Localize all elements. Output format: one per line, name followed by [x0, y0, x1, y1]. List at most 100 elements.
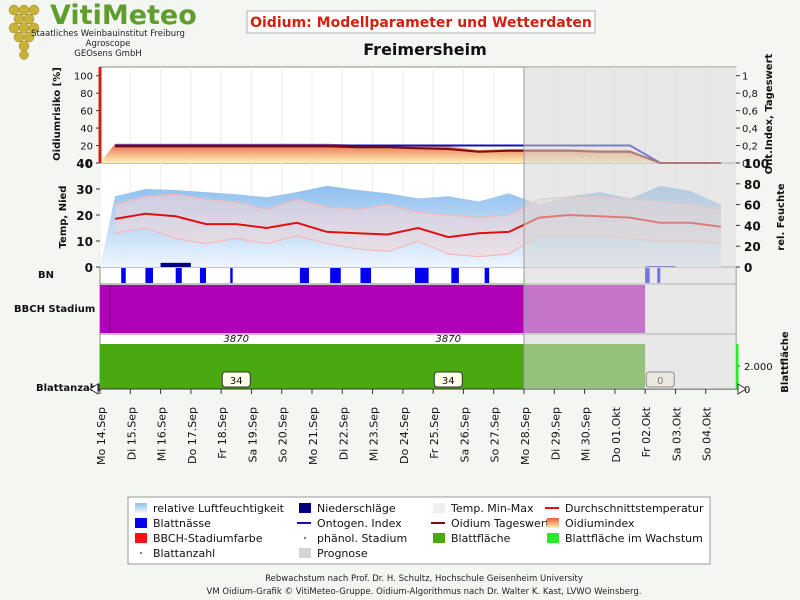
weather-left-tick-label: 0: [85, 261, 93, 275]
x-tick-label: Di 15.Sep: [125, 407, 138, 460]
scroll-left-icon[interactable]: [89, 383, 99, 395]
leaf-wetness-mark: [175, 268, 182, 283]
legend-label: relative Luftfeuchtigkeit: [153, 502, 285, 515]
legend-label: Blattfläche im Wachstum: [565, 532, 703, 545]
x-axis: Mo 14.Sep Di 15.Sep Mi 16.Sep Do 17.Sep Fr 1…: [89, 383, 747, 465]
legend-swatch: [433, 503, 445, 513]
legend-swatch: [547, 518, 559, 528]
legend-swatch: [135, 533, 147, 543]
legend-item: BBCH-Stadiumfarbe: [135, 532, 263, 545]
logo: VitiMeteo Staatliches Weinbauinstitut Fr…: [8, 0, 197, 60]
brand-name: VitiMeteo: [50, 0, 197, 31]
legend-label: Niederschläge: [317, 502, 396, 515]
legend-swatch: [299, 548, 311, 558]
weather-left-tick-label: 20: [76, 209, 93, 223]
leaf-wetness-mark: [230, 268, 233, 283]
legend-item: Temp. Min-Max: [433, 502, 534, 515]
oidium-right-tick-label: 0,4: [742, 124, 758, 135]
leaf-wetness-mark: [330, 268, 341, 283]
weather-ylabel-right: rel. Feuchte: [776, 183, 787, 251]
x-tick-label: Di 29.Sep: [549, 407, 562, 460]
x-tick-label: So 27.Sep: [489, 407, 502, 462]
leaf-area-ylabel: Blattfläche: [780, 331, 791, 393]
x-tick-label: Fr 18.Sep: [216, 407, 229, 459]
leaf-area-tick-label: 2.000: [744, 362, 773, 373]
oidium-right-tick-label: 1: [742, 72, 748, 83]
legend-swatch: [304, 537, 306, 539]
x-tick-label: Fr 25.Sep: [428, 407, 441, 459]
leaf-area-value-label: 3870: [436, 334, 461, 345]
legend-swatch: [135, 518, 147, 528]
x-tick-label: Mi 23.Sep: [368, 407, 381, 461]
legend-label: phänol. Stadium: [317, 532, 407, 545]
oidium-ylabel-right: Ont.Index, Tageswert: [764, 53, 775, 174]
x-tick-label: Do 17.Sep: [186, 407, 199, 464]
leaf-count-label: Blattanzahl: [36, 383, 100, 394]
oidium-left-tick-label: 80: [80, 89, 93, 100]
leaf-wetness-mark: [360, 268, 372, 283]
weather-left-tick-label: 30: [76, 183, 93, 197]
legend-item: Niederschläge: [299, 502, 396, 515]
weather-right-tick-label: 80: [744, 178, 761, 192]
legend-swatch: [140, 552, 142, 554]
rain-bar: [160, 262, 191, 267]
legend-label: Temp. Min-Max: [450, 502, 534, 515]
legend-swatch: [433, 533, 445, 543]
legend-item: Blattfläche: [433, 532, 511, 545]
x-tick-label: Do 01.Okt: [610, 406, 623, 462]
legend-item: Blattanzahl: [140, 547, 215, 560]
footer-line-1: Rebwachstum nach Prof. Dr. H. Schultz, H…: [265, 574, 583, 584]
org-line-2: Agroscope: [86, 39, 131, 49]
legend-item: Ontogen. Index: [297, 517, 402, 530]
x-tick-label: Fr 02.Okt: [640, 406, 653, 457]
org-line-3: GEOsens GmbH: [74, 49, 141, 59]
weather-ylabel-left: Temp, Nied: [58, 186, 69, 249]
leaf-wetness-mark: [451, 268, 459, 283]
legend-item: Blattfläche im Wachstum: [547, 532, 703, 545]
leaf-wetness-mark: [484, 268, 490, 283]
leaf-wetness-mark: [145, 268, 153, 283]
scroll-right-icon[interactable]: [737, 383, 747, 395]
org-line-1: Staatliches Weinbauinstitut Freiburg: [31, 29, 185, 39]
chart-title: Oidium: Modellparameter und Wetterdaten: [250, 15, 592, 31]
leaf-wetness-mark: [199, 268, 206, 283]
leaf-count-value: 34: [442, 376, 455, 387]
oidium-left-tick-label: 20: [80, 142, 93, 153]
leaf-wetness-mark: [121, 268, 126, 283]
legend-item: Durchschnittstemperatur: [545, 502, 704, 515]
x-tick-label: Mi 16.Sep: [156, 407, 169, 461]
legend-label: Oidiumindex: [565, 517, 635, 530]
location-title: Freimersheim: [363, 40, 486, 59]
legend-box: [127, 496, 711, 565]
leaf-count-value: 34: [230, 376, 243, 387]
x-tick-label: So 20.Sep: [277, 407, 290, 462]
oidium-left-tick-label: 100: [74, 72, 93, 83]
forecast-shade: [524, 67, 736, 389]
x-tick-label: Mo 14.Sep: [95, 407, 108, 465]
leaf-area-value-label: 3870: [224, 334, 249, 345]
legend-label: Blattfläche: [451, 532, 511, 545]
x-tick-label: Mo 28.Sep: [519, 407, 532, 465]
oidium-left-tick-label: 0: [87, 159, 93, 170]
legend-label: Prognose: [317, 547, 368, 560]
leaf-wetness-mark: [414, 268, 429, 283]
leaf-area-tick-label: 0: [744, 385, 750, 396]
weather-right-tick-label: 0: [744, 261, 752, 275]
x-tick-label: Do 24.Sep: [398, 407, 411, 464]
legend-label: Durchschnittstemperatur: [565, 502, 704, 515]
weather-right-tick-label: 60: [744, 199, 761, 213]
grape-icon: [8, 4, 40, 60]
oidium-ylabel-left: Oidiumrisiko [%]: [52, 67, 63, 161]
weather-right-tick-label: 40: [744, 219, 761, 233]
x-tick-label: Di 22.Sep: [337, 407, 350, 460]
bn-label: BN: [38, 270, 54, 281]
legend-item: relative Luftfeuchtigkeit: [135, 502, 285, 515]
legend-item: Oidium Tageswert: [431, 517, 550, 530]
leaf-wetness-mark: [299, 268, 309, 283]
x-tick-label: Sa 03.Okt: [670, 406, 683, 461]
legend-swatch: [135, 503, 147, 513]
title-box: [246, 10, 596, 34]
x-tick-label: Sa 26.Sep: [458, 407, 471, 462]
leaf-count-badge: [433, 371, 463, 388]
legend-swatch: [547, 533, 559, 543]
